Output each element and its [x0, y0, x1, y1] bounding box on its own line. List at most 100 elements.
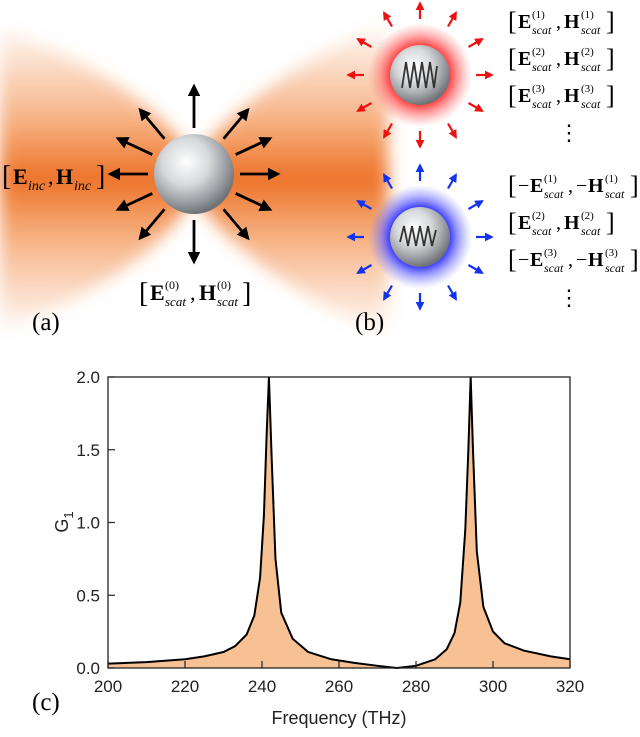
svg-text:(3): (3) — [544, 247, 557, 259]
svg-text:−: − — [576, 175, 587, 197]
svg-text:[: [ — [2, 161, 11, 192]
scatter-arrow — [356, 200, 373, 210]
x-tick-label: 220 — [171, 677, 199, 696]
field-term: [− E (1)scat, − H (1)scat] — [508, 171, 639, 201]
x-tick-label: 300 — [479, 677, 507, 696]
svg-text:H: H — [564, 85, 580, 107]
scattered-field-label-0: [ E (0) scat , H (0) scat ] — [139, 278, 251, 309]
nanosphere-a — [154, 134, 234, 214]
svg-text:[: [ — [508, 44, 517, 73]
svg-text:E: E — [530, 175, 543, 197]
panel-c-label: (c) — [32, 689, 60, 716]
scatter-arrow — [115, 192, 153, 211]
scatter-arrow — [447, 173, 457, 190]
svg-text:E: E — [13, 164, 28, 189]
svg-text:scat: scat — [581, 224, 601, 238]
svg-text:H: H — [564, 11, 580, 33]
scatter-arrow — [447, 284, 457, 301]
svg-text:scat: scat — [532, 97, 552, 111]
svg-text:(2): (2) — [581, 46, 594, 58]
svg-text:[: [ — [508, 7, 517, 36]
svg-text:,: , — [556, 85, 561, 107]
svg-text:scat: scat — [581, 60, 601, 74]
svg-text:]: ] — [606, 208, 615, 237]
incident-field-label: [ E inc , H inc ] — [2, 161, 105, 194]
svg-text:,: , — [556, 48, 561, 70]
svg-text:(2): (2) — [532, 46, 545, 58]
svg-text:]: ] — [96, 161, 105, 192]
scatter-arrow — [383, 284, 393, 301]
current-coil-red — [401, 61, 438, 89]
svg-text:−: − — [576, 249, 587, 271]
scatter-arrow — [383, 173, 393, 190]
svg-text:E: E — [150, 280, 165, 305]
scatter-arrow — [467, 102, 484, 112]
x-axis-ticks: 200 220 240 260 280 300 320 — [94, 661, 584, 696]
panel-a-label: (a) — [32, 309, 60, 336]
g1-area-fill — [108, 377, 570, 668]
svg-text:(3): (3) — [532, 83, 545, 95]
field-term: [E (2)scat, H (2)scat] — [508, 208, 615, 238]
svg-text:scat: scat — [544, 187, 564, 201]
svg-text:E: E — [518, 85, 531, 107]
scatter-arrow — [447, 11, 457, 28]
scatter-arrow — [222, 208, 250, 241]
svg-text:]: ] — [630, 245, 639, 274]
svg-text:[: [ — [508, 171, 517, 200]
x-tick-label: 320 — [556, 677, 584, 696]
svg-text:E: E — [518, 11, 531, 33]
g1-curve-line — [107, 376, 571, 670]
svg-text:E: E — [518, 48, 531, 70]
field-term: [− E (3)scat, − H (3)scat] — [508, 245, 639, 275]
svg-text:scat: scat — [532, 23, 552, 37]
x-tick-label: 260 — [325, 677, 353, 696]
svg-text:[: [ — [508, 245, 517, 274]
y-tick-label: 1.0 — [76, 514, 100, 533]
scatter-arrow — [115, 137, 153, 156]
svg-text:[: [ — [508, 81, 517, 110]
scatter-arrow — [138, 208, 166, 241]
scatter-arrow — [356, 264, 373, 274]
y-axis-title: G1 — [52, 511, 76, 532]
svg-text:scat: scat — [532, 224, 552, 238]
svg-text:(1): (1) — [532, 9, 545, 21]
svg-text:H: H — [564, 212, 580, 234]
svg-text:,: , — [190, 280, 196, 305]
scatter-arrow — [467, 38, 484, 48]
y-axis-ticks: 0.0 0.5 1.0 1.5 2.0 — [76, 368, 115, 678]
svg-text:E: E — [518, 212, 531, 234]
scattering-arrows — [107, 83, 281, 265]
scatter-arrow — [235, 137, 273, 156]
svg-text:scat: scat — [605, 187, 625, 201]
svg-text:]: ] — [606, 44, 615, 73]
y-tick-label: 2.0 — [76, 368, 100, 387]
scatter-arrow — [383, 11, 393, 28]
svg-text:(2): (2) — [532, 210, 545, 222]
svg-text:scat: scat — [581, 23, 601, 37]
scatter-arrow — [356, 102, 373, 112]
svg-text:H: H — [588, 249, 604, 271]
svg-text:[: [ — [508, 208, 517, 237]
svg-text:,: , — [556, 11, 561, 33]
svg-text:,: , — [568, 249, 573, 271]
svg-text:[: [ — [139, 278, 148, 309]
svg-text:(3): (3) — [581, 83, 594, 95]
svg-text:−: − — [518, 175, 529, 197]
scatter-arrow — [383, 122, 393, 139]
svg-text:scat: scat — [165, 294, 186, 309]
svg-text:scat: scat — [605, 261, 625, 275]
svg-text:H: H — [56, 164, 73, 189]
svg-text:scat: scat — [581, 97, 601, 111]
svg-text:,: , — [48, 164, 54, 189]
x-tick-label: 240 — [248, 677, 276, 696]
blue-scattering-arrows — [346, 163, 494, 311]
ellipsis: ⋮ — [558, 120, 580, 145]
svg-text:]: ] — [606, 7, 615, 36]
svg-text:(1): (1) — [581, 9, 594, 21]
y-tick-label: 0.0 — [76, 659, 100, 678]
red-scattering-arrows — [346, 1, 494, 149]
svg-text:−: − — [518, 249, 529, 271]
panel-c: 200 220 240 260 280 300 320 0.0 0.5 1.0 1.5 2.0 Fr… — [32, 368, 584, 728]
svg-text:]: ] — [242, 278, 251, 309]
